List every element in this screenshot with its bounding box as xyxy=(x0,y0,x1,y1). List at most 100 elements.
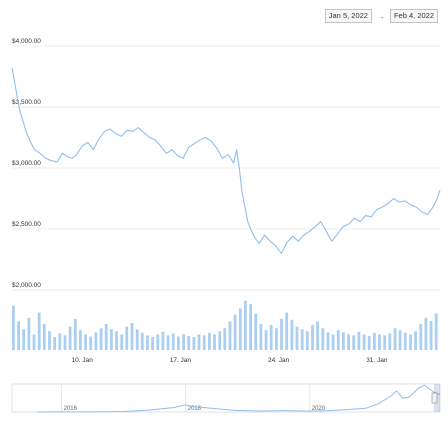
volume-bar xyxy=(94,332,98,350)
x-tick-label: 17. Jan xyxy=(170,357,192,364)
volume-bar xyxy=(336,330,340,350)
volume-bar xyxy=(146,335,149,350)
volume-bar xyxy=(53,337,57,350)
volume-bar xyxy=(259,324,263,350)
navigator[interactable]: 2016 2018 2020 xyxy=(11,383,441,413)
volume-bar xyxy=(68,326,72,350)
volume-bar xyxy=(305,331,309,350)
volume-bar xyxy=(311,325,314,350)
y-axis: $4,000.00 $3,500.00 $3,000.00 $2,500.00 $2,0… xyxy=(12,38,41,289)
volume-bar xyxy=(403,332,407,350)
navigator-handle xyxy=(431,392,438,404)
volume-bar xyxy=(99,328,103,350)
y-tick-label: $3,500.00 xyxy=(12,99,41,106)
volume-bar xyxy=(140,332,144,350)
y-tick-label: $3,000.00 xyxy=(12,160,41,167)
volume-bar xyxy=(373,332,376,350)
volume-bar xyxy=(135,329,139,350)
volume-bar xyxy=(233,314,237,350)
price-series xyxy=(11,67,441,254)
volume-bar xyxy=(429,320,433,350)
volume-bar xyxy=(32,334,36,350)
volume-bar xyxy=(17,321,20,350)
x-axis: 10. Jan 17. Jan 24. Jan 31. Jan xyxy=(71,357,387,364)
price-line xyxy=(11,67,441,254)
volume-bar xyxy=(37,312,41,350)
volume-bar xyxy=(295,326,299,350)
x-tick-label: 10. Jan xyxy=(71,357,93,364)
volume-bar xyxy=(202,335,206,350)
volume-bar xyxy=(434,313,438,350)
volume-bar xyxy=(110,329,113,350)
volume-bar xyxy=(264,330,268,350)
volume-bar xyxy=(269,325,273,350)
volume-bar xyxy=(125,326,129,350)
volume-bar xyxy=(197,334,201,350)
volume-bar xyxy=(398,330,402,350)
navigator-year-label: 2018 xyxy=(188,406,202,412)
volume-bar xyxy=(321,328,325,350)
volume-bar xyxy=(166,335,170,350)
volume-bar xyxy=(161,331,165,350)
volume-bar xyxy=(22,329,26,350)
navigator-year-label: 2016 xyxy=(64,406,78,412)
volume-bar xyxy=(290,319,294,350)
volume-bar xyxy=(342,332,345,350)
y-tick-label: $2,000.00 xyxy=(12,282,41,289)
volume-bar xyxy=(58,333,62,350)
volume-bar xyxy=(192,337,196,350)
range-arrow: → xyxy=(376,11,385,21)
volume-bar xyxy=(228,321,232,350)
volume-bar xyxy=(151,337,154,350)
volume-bar xyxy=(331,334,335,350)
volume-bar xyxy=(84,334,87,350)
volume-bar xyxy=(254,313,258,350)
volume-bar xyxy=(187,336,191,350)
navigator-line xyxy=(36,384,441,413)
volume-bar xyxy=(27,317,31,350)
y-tick-label: $2,500.00 xyxy=(12,221,41,228)
volume-bar xyxy=(285,312,289,350)
volume-bar xyxy=(347,334,350,350)
y-tick-label: $4,000.00 xyxy=(12,38,41,45)
volume-bar xyxy=(208,332,211,350)
volume-bar xyxy=(238,308,242,350)
volume-bar xyxy=(316,321,319,350)
volume-bar xyxy=(326,332,330,350)
range-from-input[interactable]: Jan 5, 2022 xyxy=(324,9,372,23)
volume-bar xyxy=(300,329,304,350)
volume-bar xyxy=(275,328,278,350)
volume-bar xyxy=(48,331,51,350)
volume-bar xyxy=(367,336,371,350)
volume-bar xyxy=(73,318,77,350)
volume-bar xyxy=(115,331,118,350)
volume-bar xyxy=(130,323,134,350)
volume-bar xyxy=(171,333,175,350)
volume-bar xyxy=(378,334,381,350)
volume-bar xyxy=(383,335,387,350)
volume-bar xyxy=(104,324,108,350)
volume-bar xyxy=(213,334,216,350)
volume-bar xyxy=(218,331,222,350)
volume-bar xyxy=(177,336,180,350)
x-tick-label: 31. Jan xyxy=(366,357,388,364)
volume-bar xyxy=(409,334,412,350)
volume-bar xyxy=(362,334,366,350)
volume-bar xyxy=(249,304,252,350)
volume-bar xyxy=(12,305,15,350)
navigator-year-label: 2020 xyxy=(312,406,326,412)
volume-bar xyxy=(42,324,46,350)
volume-bar xyxy=(414,331,417,350)
range-to-input[interactable]: Feb 4, 2022 xyxy=(389,9,438,23)
volume-bar xyxy=(352,335,356,350)
volume-bar xyxy=(89,336,93,350)
x-tick-label: 24. Jan xyxy=(268,357,290,364)
volume-bar xyxy=(424,317,428,350)
volume-bar xyxy=(79,330,82,350)
volume-bar xyxy=(244,300,247,350)
volume-bar xyxy=(156,334,160,350)
volume-bar xyxy=(223,328,227,350)
volume-bar xyxy=(388,333,392,350)
volume-bar xyxy=(182,334,185,350)
